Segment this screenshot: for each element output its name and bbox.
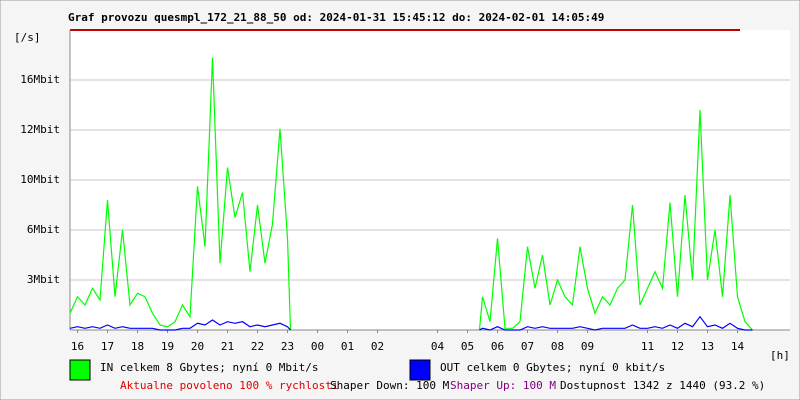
x-tick-label: 05 — [461, 340, 474, 353]
series-line — [69, 57, 753, 331]
footer-availability: Dostupnost 1342 z 1440 (93.2 %) — [560, 379, 765, 392]
legend-swatch-in — [69, 359, 91, 381]
x-tick-label: 02 — [371, 340, 384, 353]
x-tick-label: 19 — [161, 340, 174, 353]
y-tick-label: 10Mbit — [20, 173, 60, 186]
x-tick-label: 21 — [221, 340, 234, 353]
y-tick-label: 6Mbit — [27, 223, 60, 236]
x-tick-label: 07 — [521, 340, 534, 353]
legend-entry: IN celkem 8 Gbytes; nyní 0 Mbit/s — [100, 361, 319, 374]
y-tick-label: 16Mbit — [20, 73, 60, 86]
x-tick-label: 08 — [551, 340, 564, 353]
x-tick-label: 22 — [251, 340, 264, 353]
footer-shaper-up: Shaper Up: 100 M — [450, 379, 556, 392]
x-tick-label: 00 — [311, 340, 324, 353]
y-tick-label: 3Mbit — [27, 273, 60, 286]
chart-title: Graf provozu quesmpl_172_21_88_50 od: 20… — [68, 11, 604, 24]
x-tick-label: 20 — [191, 340, 204, 353]
x-tick-label: 01 — [341, 340, 354, 353]
legend-entry: OUT celkem 0 Gbytes; nyní 0 kbit/s — [440, 361, 665, 374]
x-tick-label: 18 — [131, 340, 144, 353]
x-tick-label: 14 — [731, 340, 745, 353]
x-tick-label: 12 — [671, 340, 684, 353]
x-tick-label: 06 — [491, 340, 504, 353]
y-tick-label: 12Mbit — [20, 123, 60, 136]
series-line — [69, 315, 753, 331]
x-tick-label: 09 — [581, 340, 594, 353]
x-tick-label: 23 — [281, 340, 294, 353]
x-tick-label: 13 — [701, 340, 714, 353]
footer-shaper-down: Shaper Down: 100 M — [330, 379, 450, 392]
legend-swatch-out — [409, 359, 431, 381]
x-tick-label: 16 — [71, 340, 84, 353]
y-axis-label: [/s] — [14, 31, 41, 44]
x-tick-label: 11 — [641, 340, 654, 353]
footer-allowed: Aktualne povoleno 100 % rychlosti — [120, 379, 339, 392]
x-tick-label: 04 — [431, 340, 445, 353]
x-tick-label: 17 — [101, 340, 114, 353]
x-axis-label: [h] — [770, 349, 790, 362]
